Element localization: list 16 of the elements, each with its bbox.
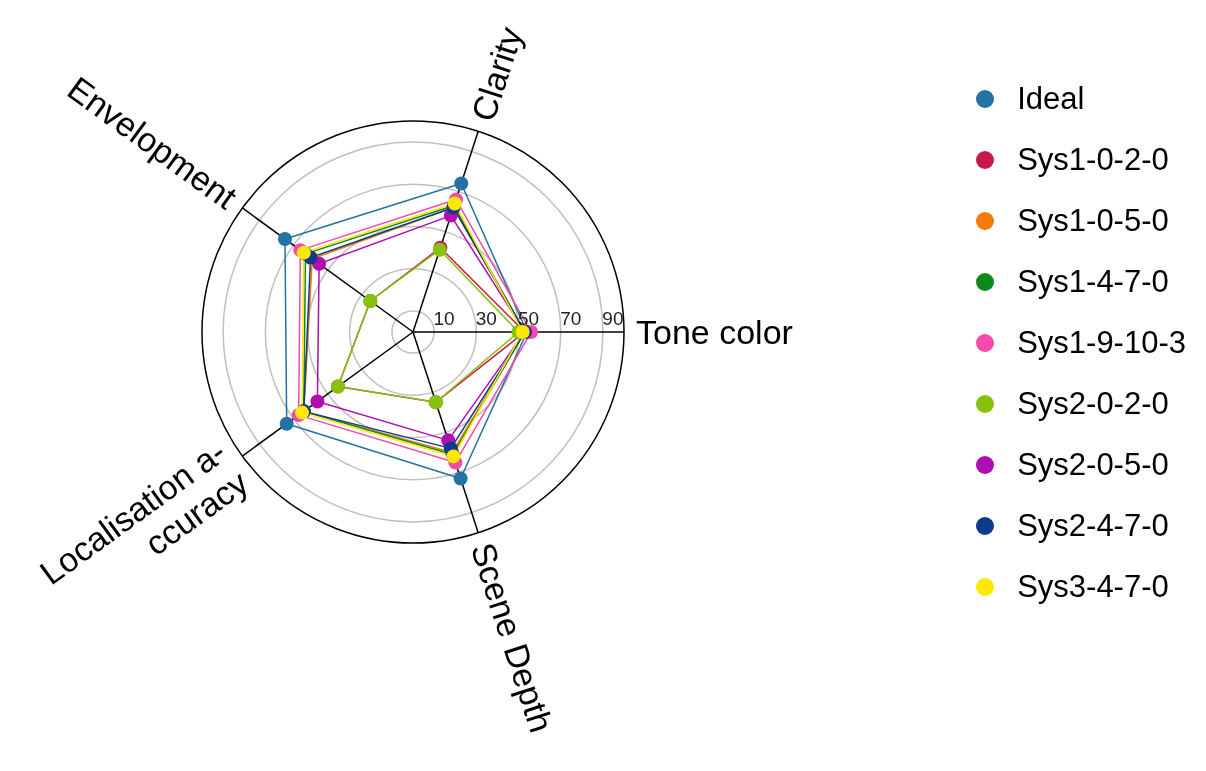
spoke-label: Clarity [463,22,530,126]
y-tick-label: 70 [560,308,582,329]
legend-label: Sys2-0-5-0 [1017,446,1169,483]
legend-label: Ideal [1017,80,1085,117]
legend-label: Sys1-0-5-0 [1017,202,1169,239]
legend-label: Sys2-0-2-0 [1017,385,1169,422]
legend-label: Sys1-4-7-0 [1017,263,1169,300]
spoke-label: Scene Depth [463,538,561,737]
legend-label: Sys1-9-10-3 [1017,324,1186,361]
legend-label: Sys3-4-7-0 [1017,568,1169,605]
y-tick-label: 90 [602,308,624,329]
spoke-label: Tone color [636,313,793,351]
legend-label: Sys2-4-7-0 [1017,507,1169,544]
legend-label: Sys1-0-2-0 [1017,141,1169,178]
y-tick-label: 10 [433,308,455,329]
y-tick-label: 30 [475,308,497,329]
